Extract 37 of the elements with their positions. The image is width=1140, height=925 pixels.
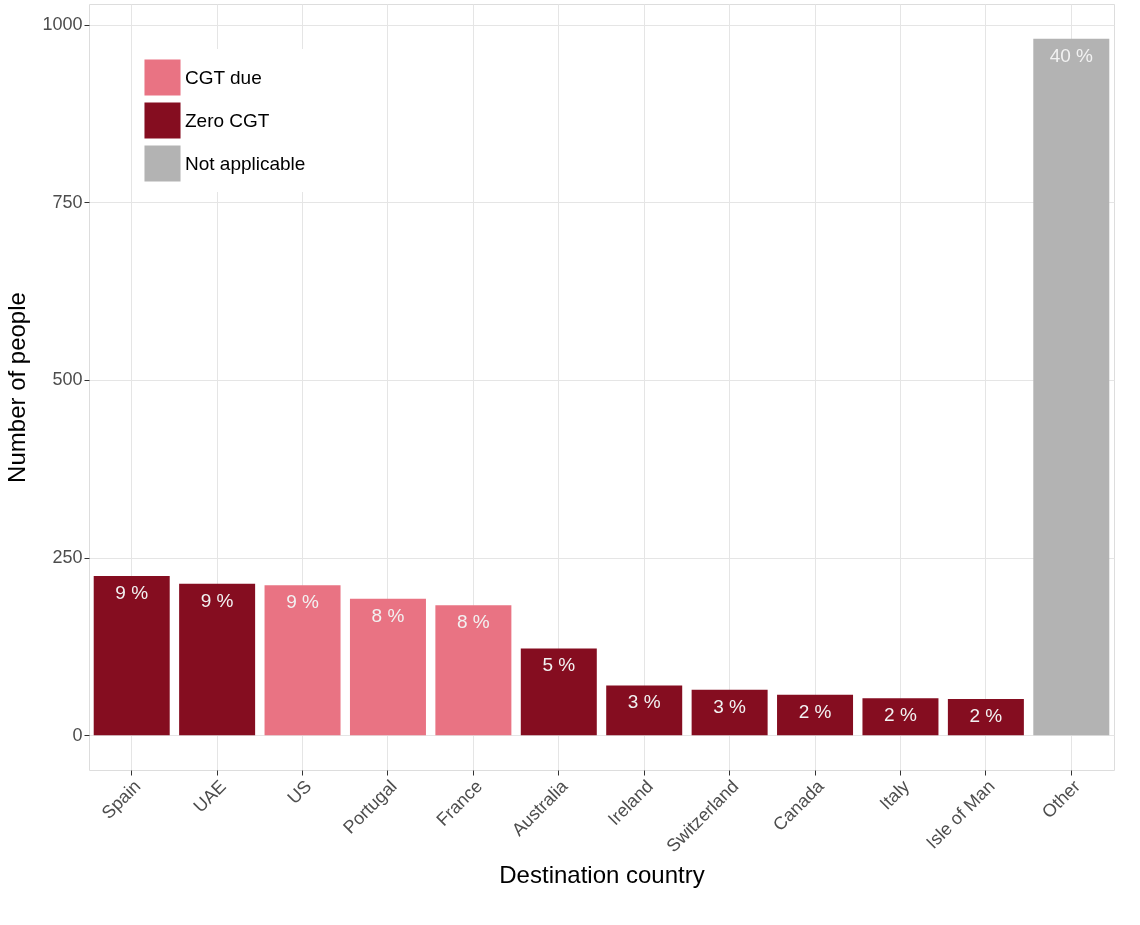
text: 9 % xyxy=(200,589,234,611)
bar xyxy=(520,648,597,736)
bar xyxy=(862,698,939,736)
x-tick-label: US xyxy=(283,776,316,808)
bar xyxy=(777,694,854,736)
y-tick-label: 1000 xyxy=(42,14,83,35)
legend-label: Zero CGT xyxy=(185,109,270,131)
text: 8 % xyxy=(457,611,490,633)
bar xyxy=(435,605,512,736)
text: 9 % xyxy=(115,582,149,604)
bar xyxy=(691,689,768,736)
bar xyxy=(1033,38,1110,736)
bar xyxy=(93,576,170,736)
y-tick-label: 0 xyxy=(72,724,83,745)
legend-label: CGT due xyxy=(185,66,262,88)
y-tick-label: 750 xyxy=(52,191,83,212)
text: 2 % xyxy=(798,700,832,722)
text: 2 % xyxy=(884,704,917,726)
x-tick-label: Italy xyxy=(875,776,914,814)
text: 9 % xyxy=(286,591,319,613)
text: 3 % xyxy=(627,691,661,713)
text: 2 % xyxy=(969,704,1003,726)
x-axis-title: Destination country xyxy=(499,861,705,889)
text: 40 % xyxy=(1049,44,1093,66)
y-tick-label: 250 xyxy=(52,547,83,568)
bar xyxy=(947,698,1024,736)
bar xyxy=(606,685,683,736)
y-axis-title: Number of people xyxy=(3,292,31,483)
text: 8 % xyxy=(371,604,405,626)
text: 3 % xyxy=(713,695,746,717)
bar xyxy=(349,598,426,736)
bar xyxy=(264,585,341,736)
legend-label: Not applicable xyxy=(185,152,306,174)
y-tick-label: 500 xyxy=(52,369,83,390)
text: 5 % xyxy=(542,654,576,676)
x-tick-label: Isle of Man xyxy=(922,776,999,853)
bar xyxy=(179,583,256,736)
